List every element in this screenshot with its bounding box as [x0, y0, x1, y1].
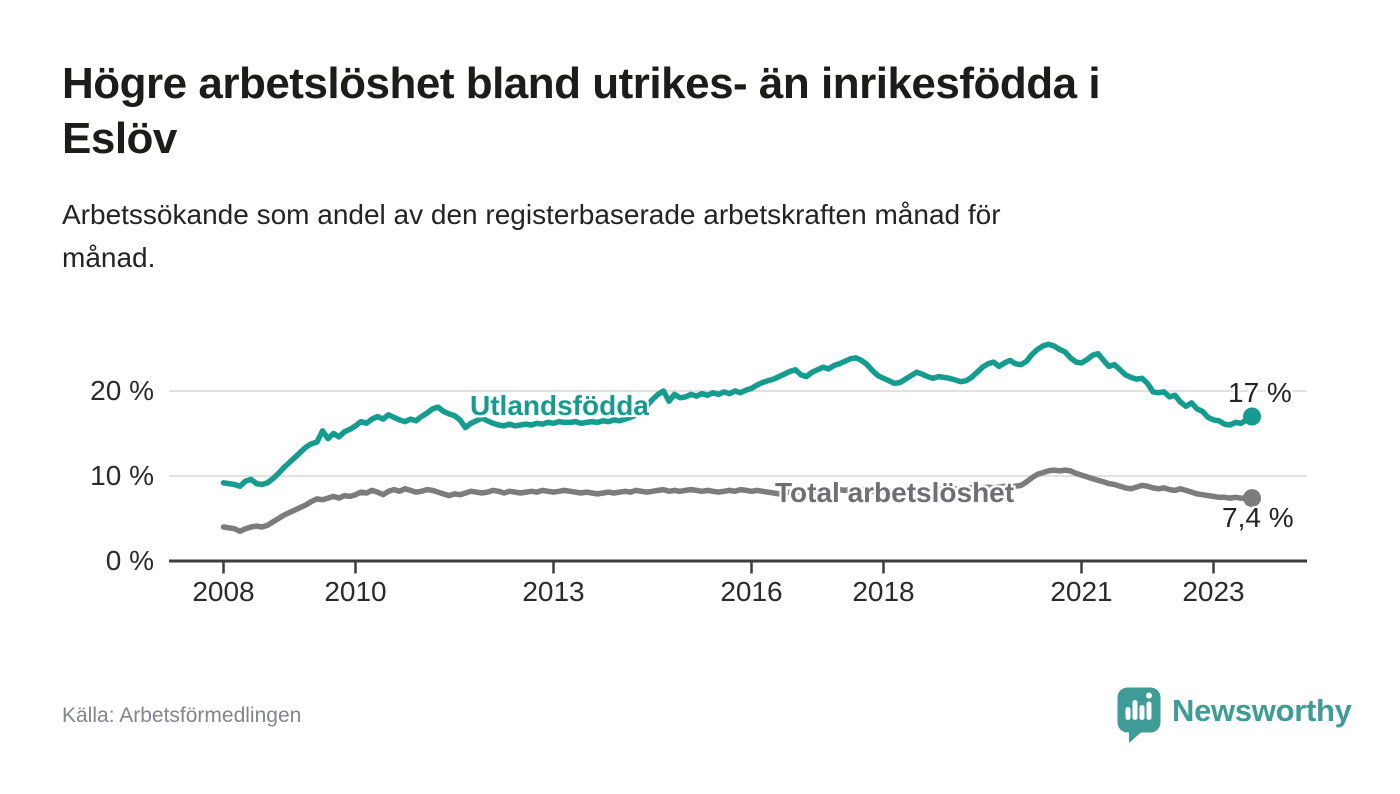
exclamation-bar — [1146, 701, 1152, 720]
page-title: Högre arbetslöshet bland utrikes- än inr… — [62, 59, 1101, 163]
source-text: Källa: Arbetsförmedlingen — [62, 704, 302, 727]
x-axis-label-2016: 2016 — [720, 576, 783, 607]
line-chart — [169, 341, 1307, 574]
x-axis-label-2023: 2023 — [1182, 576, 1245, 607]
y-axis-label-0: 0 % — [105, 545, 154, 576]
end-dot-total — [1243, 489, 1261, 508]
exclamation-dot — [1146, 692, 1152, 699]
newsworthy-logo-icon — [1117, 687, 1161, 743]
x-axis-label-2013: 2013 — [522, 576, 585, 607]
end-dot-utlandsfodda — [1243, 407, 1261, 426]
page-subtitle: Arbetssökande som andel av den registerb… — [62, 199, 1001, 273]
speech-bubble-tail — [1129, 727, 1145, 743]
y-axis-label-20: 20 % — [90, 375, 154, 406]
y-axis-label-10: 10 % — [90, 460, 154, 491]
series-label-utlandsfodda: Utlandsfödda — [470, 390, 649, 421]
x-axis-label-2010: 2010 — [324, 576, 387, 607]
bar-chart-bar-3 — [1139, 705, 1145, 720]
end-value-label-utlandsfodda: 17 % — [1228, 377, 1292, 408]
series-line-total — [220, 467, 1255, 535]
newsworthy-logo: Newsworthy — [1117, 686, 1352, 746]
series-line-utlandsfodda — [220, 341, 1255, 489]
x-axis-label-2008: 2008 — [192, 576, 255, 607]
x-axis-label-2021: 2021 — [1050, 576, 1113, 607]
end-value-label-total-arbetsloshet: 7,4 % — [1222, 502, 1294, 533]
x-axis-label-2018: 2018 — [852, 576, 915, 607]
series-label-total-arbetsloshet: Total arbetslöshet — [775, 477, 1015, 508]
bar-chart-bar-1 — [1125, 707, 1131, 720]
bar-chart-bar-2 — [1132, 700, 1138, 720]
newsworthy-wordmark: Newsworthy — [1172, 693, 1352, 728]
